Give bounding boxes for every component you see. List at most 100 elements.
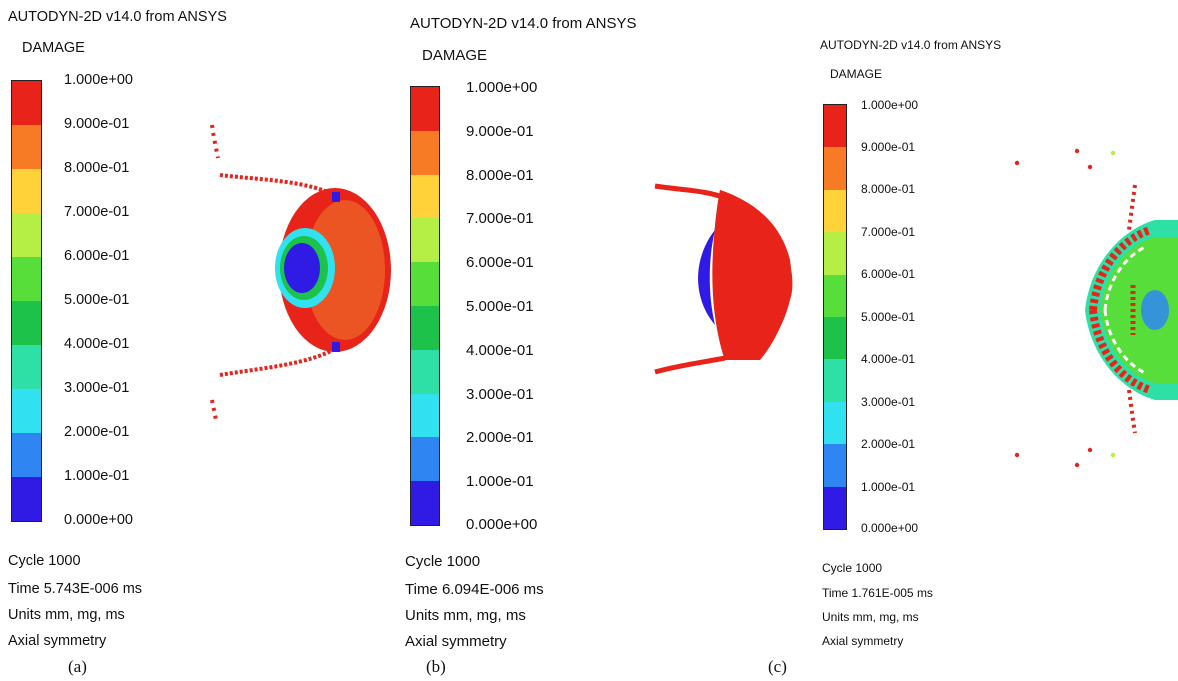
legend-segment xyxy=(824,359,846,402)
legend-tick-label: 8.000e-01 xyxy=(466,167,534,184)
damage-contour-plot xyxy=(1014,148,1178,468)
legend-tick-label: 1.000e+00 xyxy=(466,79,538,96)
time-info: Time 1.761E-005 ms xyxy=(822,586,933,600)
legend-segment xyxy=(824,444,846,487)
debris-fragment xyxy=(1014,452,1020,458)
symmetry-info: Axial symmetry xyxy=(405,633,507,650)
legend-tick-label: 8.000e-01 xyxy=(861,182,916,196)
panel-caption: (a) xyxy=(68,657,87,676)
panel-a: AUTODYN-2D v14.0 from ANSYS DAMAGE 1.000… xyxy=(0,0,400,681)
legend-tick-label: 2.000e-01 xyxy=(861,437,916,451)
cycle-info: Cycle 1000 xyxy=(405,553,481,570)
quantity-label: DAMAGE xyxy=(22,40,85,56)
panel-caption: (c) xyxy=(768,657,787,676)
debris-string-lower xyxy=(1127,389,1137,434)
debris-jet-lower-tip xyxy=(210,399,218,421)
legend-tick-label: 7.000e-01 xyxy=(861,225,916,239)
damage-zone-white-crack xyxy=(1103,309,1146,375)
legend-tick-label: 5.000e-01 xyxy=(861,310,916,324)
legend-segment xyxy=(824,232,846,275)
damage-zone-blue-edge xyxy=(332,192,340,202)
symmetry-info: Axial symmetry xyxy=(8,633,107,649)
legend-tick-label: 9.000e-01 xyxy=(64,116,130,132)
debris-fragment xyxy=(1087,164,1093,170)
legend-segment xyxy=(411,130,439,175)
panel-caption: (b) xyxy=(426,657,446,676)
legend-segment xyxy=(411,174,439,219)
cycle-info: Cycle 1000 xyxy=(822,561,883,575)
legend-tick-label: 9.000e-01 xyxy=(861,140,916,154)
legend-tick-label: 4.000e-01 xyxy=(466,342,534,359)
legend-segment xyxy=(411,87,439,131)
debris-fragment xyxy=(1087,447,1093,453)
legend-segment xyxy=(411,437,439,482)
legend-tick-label: 1.000e-01 xyxy=(861,480,916,494)
legend-segment xyxy=(12,433,41,477)
legend-tick-label: 5.000e-01 xyxy=(466,298,534,315)
legend-segment xyxy=(411,349,439,394)
time-info: Time 6.094E-006 ms xyxy=(405,581,544,598)
legend-tick-label: 0.000e+00 xyxy=(861,521,919,535)
legend-tick-label: 3.000e-01 xyxy=(64,380,130,396)
damage-zone-red-ring xyxy=(1089,309,1152,394)
legend-tick-label: 0.000e+00 xyxy=(466,516,538,533)
damage-zone-blue xyxy=(698,230,715,325)
legend-segment xyxy=(824,401,846,445)
color-legend-bar xyxy=(410,86,440,526)
legend-segment xyxy=(411,262,439,306)
debris-fragment xyxy=(1074,148,1080,154)
software-title: AUTODYN-2D v14.0 from ANSYS xyxy=(820,38,1002,52)
legend-segment xyxy=(411,393,439,438)
legend-tick-label: 1.000e-01 xyxy=(466,473,534,490)
debris-jet-upper xyxy=(219,173,342,200)
debris-jet-upper xyxy=(654,183,726,201)
damage-zone-red xyxy=(713,190,792,360)
legend-tick-label: 6.000e-01 xyxy=(466,254,534,271)
debris-jet-upper-tip xyxy=(210,124,220,159)
damage-zone-white-crack xyxy=(1103,245,1146,311)
legend-tick-label: 8.000e-01 xyxy=(64,160,130,176)
legend-tick-label: 2.000e-01 xyxy=(64,424,130,440)
legend-segment xyxy=(824,486,846,529)
panel-b: AUTODYN-2D v14.0 from ANSYS DAMAGE 1.000… xyxy=(400,0,793,681)
legend-tick-label: 9.000e-01 xyxy=(466,123,534,140)
damage-zone-blue xyxy=(1141,290,1169,330)
legend-tick-label: 6.000e-01 xyxy=(861,267,916,281)
quantity-label: DAMAGE xyxy=(422,47,488,64)
panel-c: AUTODYN-2D v14.0 from ANSYS DAMAGE 1.000… xyxy=(768,0,1178,681)
damage-zone-blue-edge xyxy=(332,342,340,352)
legend-segment xyxy=(411,306,439,350)
legend-tick-label: 5.000e-01 xyxy=(64,292,130,308)
software-title: AUTODYN-2D v14.0 from ANSYS xyxy=(8,9,227,25)
legend-tick-label: 3.000e-01 xyxy=(861,395,916,409)
legend-segment xyxy=(824,274,846,317)
quantity-label: DAMAGE xyxy=(830,67,883,81)
debris-jet-lower xyxy=(654,355,726,375)
damage-contour-plot xyxy=(210,124,391,421)
legend-segment xyxy=(12,301,41,345)
legend-tick-label: 2.000e-01 xyxy=(466,429,534,446)
legend-segment xyxy=(824,189,846,233)
debris-fragment xyxy=(1074,462,1080,468)
legend-tick-label: 1.000e+00 xyxy=(861,98,919,112)
legend-tick-label: 6.000e-01 xyxy=(64,248,130,264)
legend-segment xyxy=(12,477,41,521)
legend-segment xyxy=(12,213,41,257)
legend-tick-label: 7.000e-01 xyxy=(466,210,534,227)
debris-fragment xyxy=(1014,160,1020,166)
debris-jet-lower xyxy=(219,344,342,377)
debris-string-upper xyxy=(1127,184,1137,231)
legend-tick-label: 7.000e-01 xyxy=(64,204,130,220)
legend-segment xyxy=(411,481,439,525)
legend-segment xyxy=(824,147,846,190)
damage-zone-yellow-speckle xyxy=(305,200,385,340)
software-title: AUTODYN-2D v14.0 from ANSYS xyxy=(410,15,637,32)
damage-contour-plot xyxy=(654,183,793,375)
debris-fragment xyxy=(1110,150,1116,156)
legend-segment xyxy=(824,105,846,148)
units-info: Units mm, mg, ms xyxy=(822,610,919,624)
legend-tick-label: 4.000e-01 xyxy=(861,352,916,366)
legend-segment xyxy=(12,389,41,433)
color-legend-bar xyxy=(11,80,42,522)
legend-tick-label: 3.000e-01 xyxy=(466,386,534,403)
